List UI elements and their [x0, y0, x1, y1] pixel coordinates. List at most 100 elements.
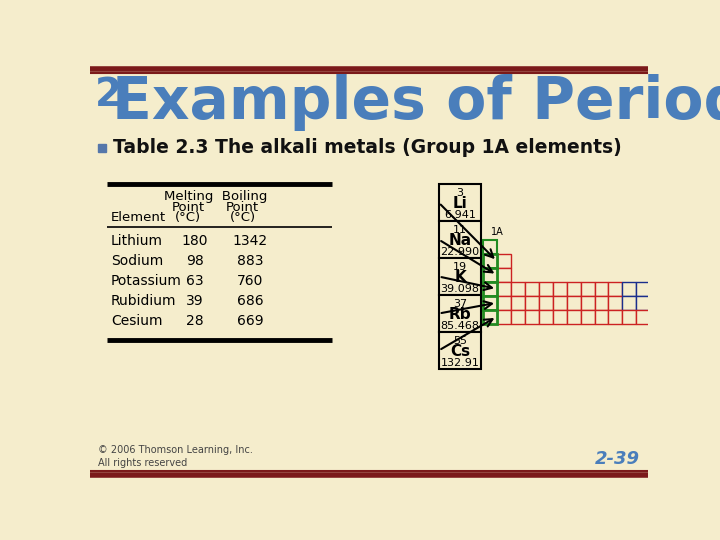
Text: Lithium: Lithium — [111, 234, 163, 248]
Bar — [595, 282, 608, 296]
Bar — [636, 282, 650, 296]
Bar — [692, 268, 706, 282]
Bar — [650, 282, 665, 296]
Bar — [483, 309, 497, 323]
Bar — [692, 282, 706, 296]
Bar — [678, 268, 692, 282]
Bar — [608, 296, 622, 309]
Text: 1342: 1342 — [233, 234, 268, 248]
Text: 1A: 1A — [490, 227, 503, 237]
Bar — [650, 309, 665, 323]
Text: Rubidium: Rubidium — [111, 294, 176, 308]
Text: Element: Element — [111, 211, 166, 224]
Bar — [539, 309, 553, 323]
Bar — [636, 296, 650, 309]
Bar — [650, 296, 665, 309]
Text: 686: 686 — [237, 294, 264, 308]
Bar — [595, 296, 608, 309]
Bar — [622, 309, 636, 323]
Bar — [483, 282, 497, 296]
Text: 11: 11 — [453, 225, 467, 235]
Text: 180: 180 — [181, 234, 208, 248]
Bar — [580, 282, 595, 296]
Text: Point: Point — [226, 201, 259, 214]
Text: K: K — [454, 271, 466, 285]
Bar — [510, 309, 525, 323]
Bar — [665, 254, 678, 268]
Bar — [665, 282, 678, 296]
Bar — [665, 268, 678, 282]
Bar — [483, 254, 497, 268]
Bar — [483, 296, 497, 309]
Text: Sodium: Sodium — [111, 254, 163, 268]
Bar — [497, 296, 510, 309]
Text: 98: 98 — [186, 254, 204, 268]
Bar — [438, 184, 482, 221]
Text: 55: 55 — [453, 336, 467, 346]
Bar — [497, 309, 510, 323]
Text: Na: Na — [449, 233, 472, 248]
Bar — [608, 309, 622, 323]
Bar — [665, 296, 678, 309]
Text: 39.098: 39.098 — [441, 284, 480, 294]
Text: Potassium: Potassium — [111, 274, 181, 288]
Text: 760: 760 — [237, 274, 264, 288]
Text: Cesium: Cesium — [111, 314, 163, 328]
Text: 132.91: 132.91 — [441, 358, 480, 368]
Text: © 2006 Thomson Learning, Inc.
All rights reserved: © 2006 Thomson Learning, Inc. All rights… — [98, 445, 253, 468]
Bar — [692, 296, 706, 309]
Bar — [706, 309, 720, 323]
Text: (°C): (°C) — [230, 211, 256, 224]
Bar — [497, 254, 510, 268]
Text: 2-39: 2-39 — [595, 450, 640, 468]
Bar — [665, 309, 678, 323]
Bar — [678, 296, 692, 309]
Bar — [636, 309, 650, 323]
Bar — [706, 296, 720, 309]
Bar — [678, 309, 692, 323]
Text: Li: Li — [453, 197, 467, 212]
Bar — [483, 282, 497, 296]
Bar — [497, 268, 510, 282]
Bar — [595, 309, 608, 323]
Bar — [567, 296, 580, 309]
Bar — [706, 282, 720, 296]
Text: 85.468: 85.468 — [441, 321, 480, 331]
Text: 22.990: 22.990 — [441, 247, 480, 257]
Bar — [525, 309, 539, 323]
Bar — [483, 268, 497, 282]
Text: 2: 2 — [94, 76, 122, 114]
Bar — [553, 296, 567, 309]
Bar — [567, 282, 580, 296]
Bar — [539, 282, 553, 296]
Bar — [692, 309, 706, 323]
Bar — [525, 282, 539, 296]
Text: 3: 3 — [456, 188, 464, 198]
Text: Melting  Boiling: Melting Boiling — [164, 190, 267, 203]
Bar — [650, 268, 665, 282]
Text: Examples of Periodicity: Examples of Periodicity — [112, 74, 720, 131]
Text: Cs: Cs — [450, 345, 470, 359]
Bar — [483, 296, 497, 309]
Bar — [567, 309, 580, 323]
Bar — [483, 254, 497, 268]
Text: Table 2.3 The alkali metals (Group 1A elements): Table 2.3 The alkali metals (Group 1A el… — [113, 138, 622, 158]
Text: (°C): (°C) — [176, 211, 202, 224]
Bar — [706, 254, 720, 268]
Bar — [438, 221, 482, 258]
Bar — [580, 296, 595, 309]
Text: 883: 883 — [237, 254, 264, 268]
Bar — [608, 282, 622, 296]
Bar — [438, 258, 482, 295]
Bar — [692, 254, 706, 268]
Bar — [678, 254, 692, 268]
Text: 37: 37 — [453, 299, 467, 309]
Bar — [678, 282, 692, 296]
Bar — [553, 309, 567, 323]
Bar — [622, 296, 636, 309]
Text: Point: Point — [172, 201, 205, 214]
Bar — [539, 296, 553, 309]
Bar — [622, 282, 636, 296]
Text: Rb: Rb — [449, 307, 472, 322]
Text: 28: 28 — [186, 314, 204, 328]
